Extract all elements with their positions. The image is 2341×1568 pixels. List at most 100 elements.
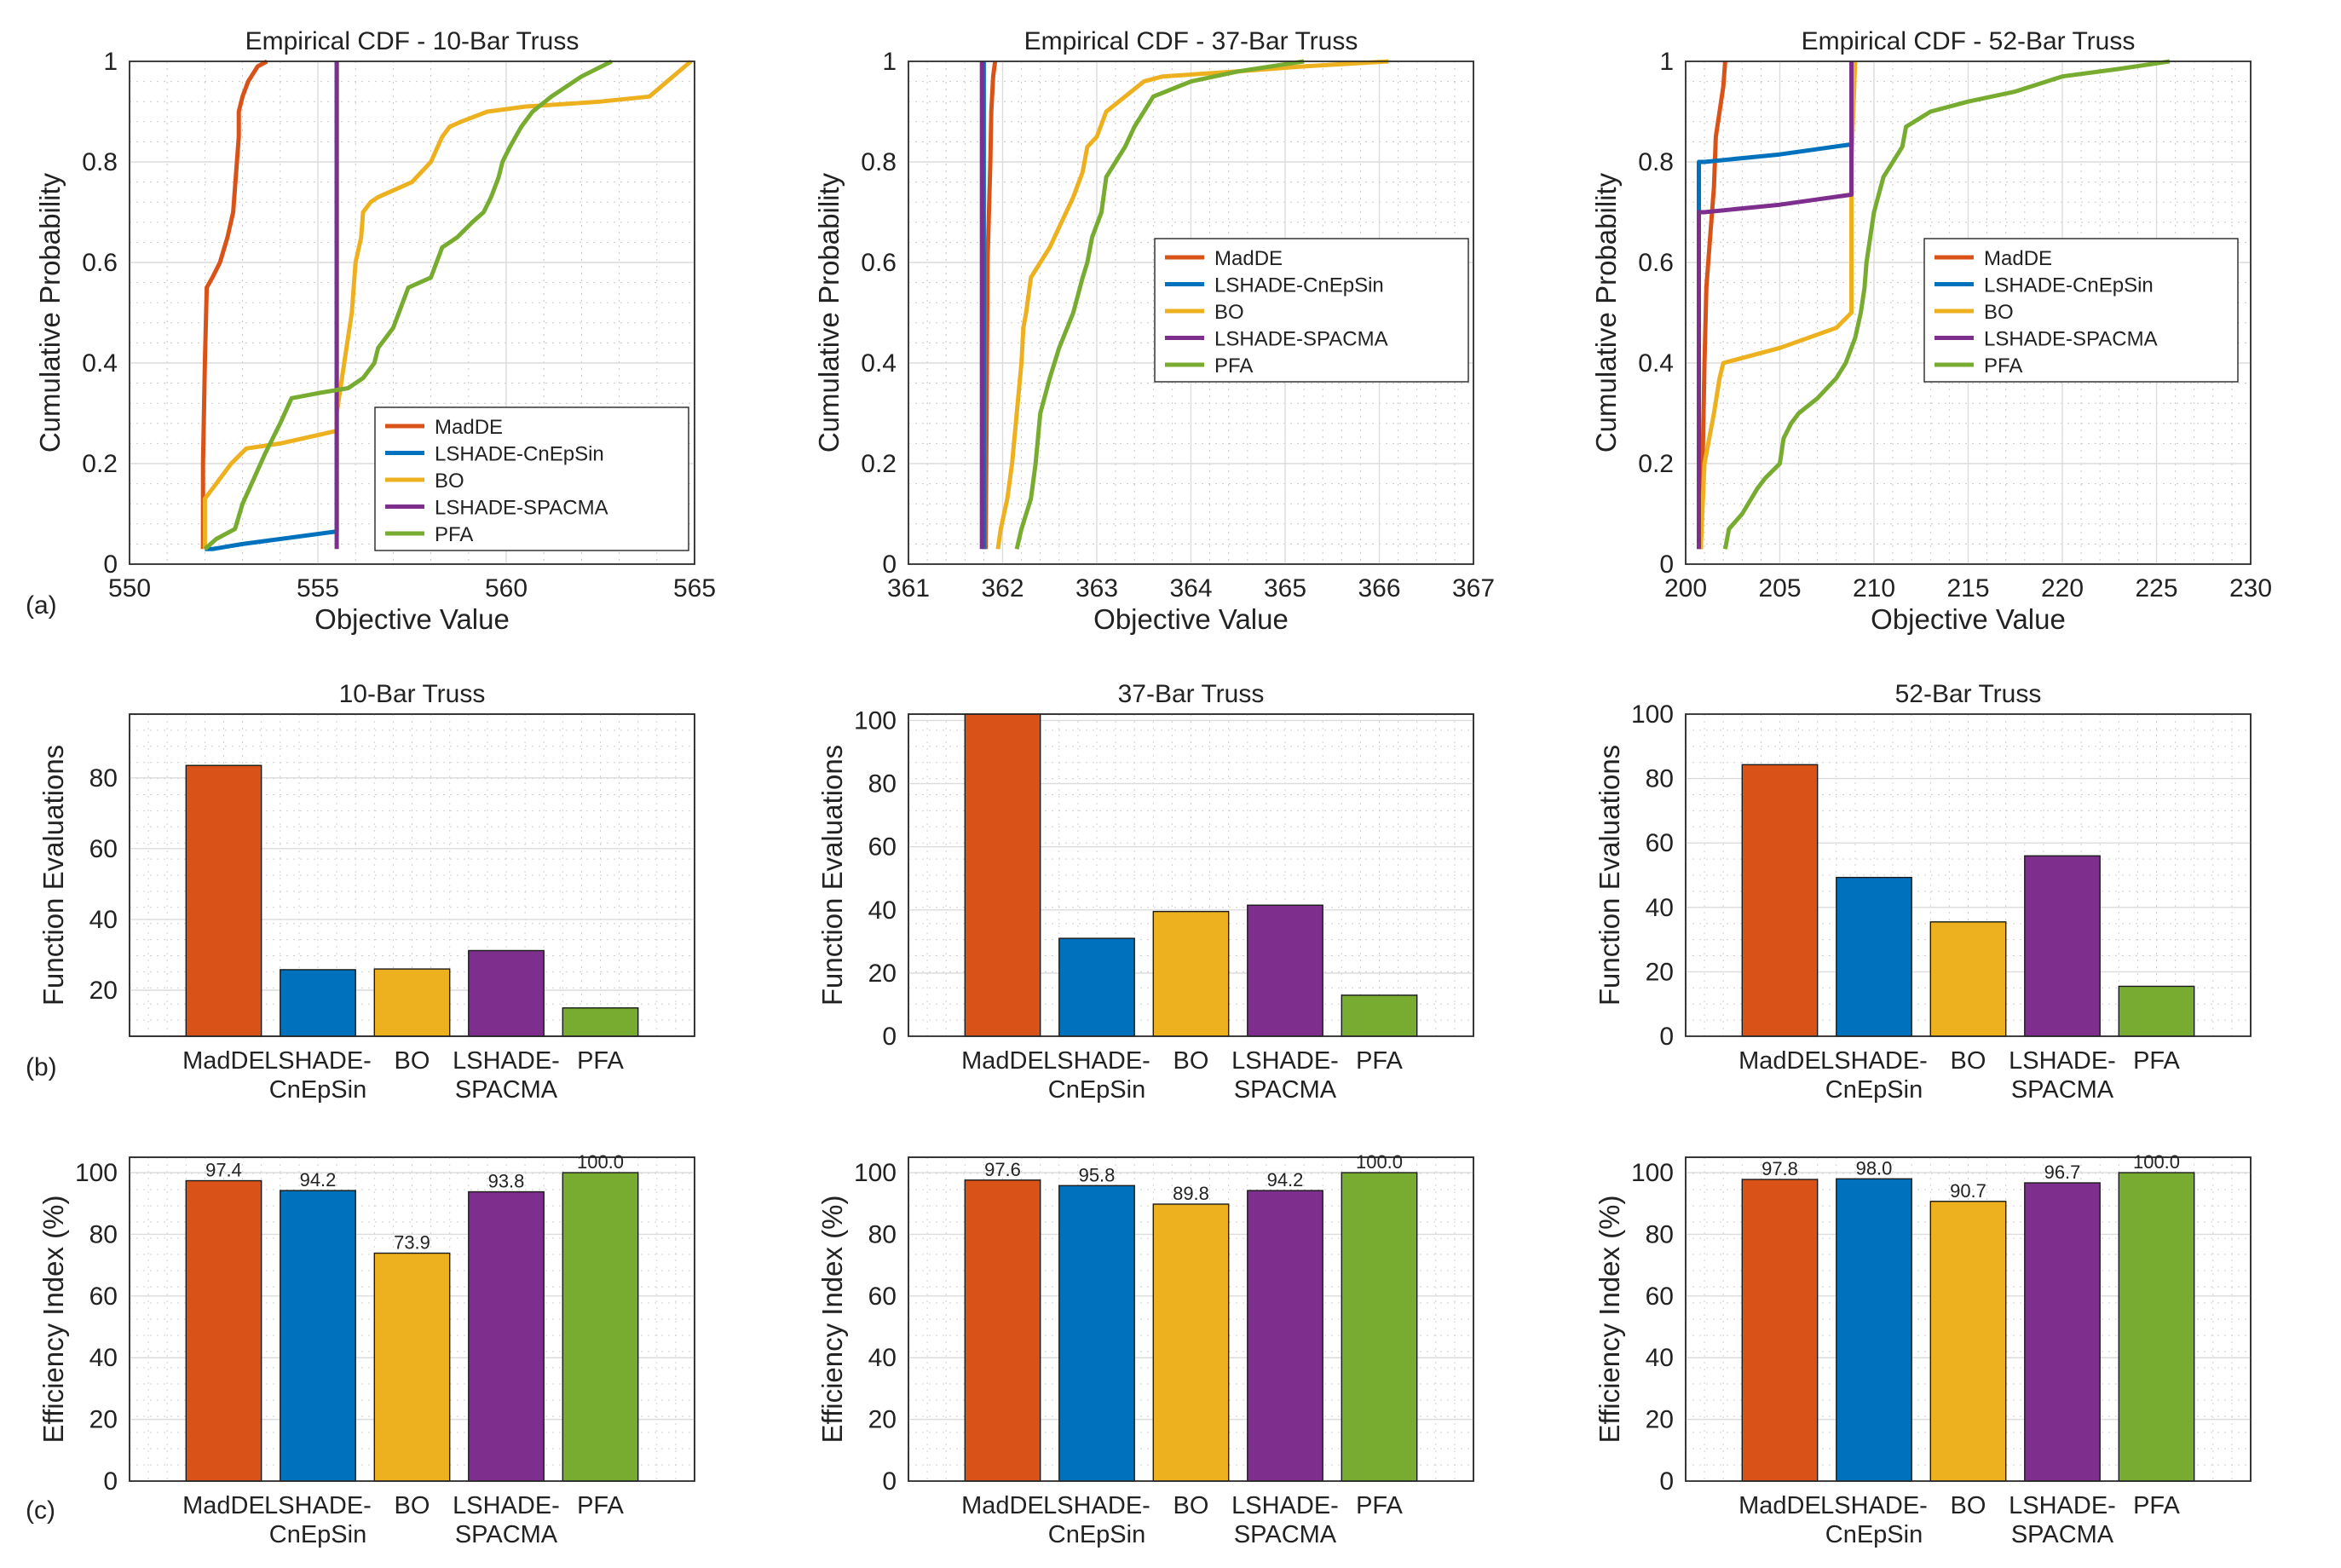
chart7-bar-madde — [964, 1179, 1041, 1482]
chart5-bar-bo — [1929, 921, 2007, 1037]
chart4-y-tick-label: 20 — [868, 960, 897, 988]
chart1-series-pfa — [1014, 59, 1305, 550]
chart6-y-axis-label: Efficiency Index (%) — [37, 1195, 69, 1443]
chart8-bar-pfa — [2118, 1172, 2195, 1482]
chart6-x-tick-label: BO — [395, 1492, 430, 1519]
chart1-legend-label-bo: BO — [1214, 301, 1244, 324]
chart0-series-bo — [202, 60, 693, 550]
chart5-x-tick-label: MadDE — [1738, 1047, 1821, 1075]
chart6-x-tick-label: MadDE — [182, 1492, 265, 1519]
chart8-x-tick-label: CnEpSin — [1825, 1521, 1923, 1548]
chart6-bar-bo — [373, 1252, 451, 1482]
chart3-bar-lshade-cnepsin — [280, 969, 356, 1037]
chart2-legend — [1923, 238, 2239, 383]
chart0-x-tick-label: 560 — [485, 574, 528, 602]
chart5-y-axis-label: Function Evaluations — [1594, 745, 1625, 1006]
chart1-y-axis-label: Cumulative Probability — [813, 172, 845, 453]
chart6-y-tick-label: 0 — [103, 1467, 118, 1496]
chart4-x-tick-label: LSHADE- — [1043, 1047, 1150, 1075]
chart1-x-tick-label: 362 — [981, 574, 1023, 602]
chart8-y-tick-label: 20 — [1646, 1406, 1674, 1434]
chart7-axes-box — [908, 1156, 1474, 1482]
chart0-series-madde — [200, 59, 268, 550]
chart6-y-tick-label: 40 — [89, 1344, 118, 1372]
chart7-x-tick-label: MadDE — [961, 1492, 1044, 1519]
chart2-series-madde — [1698, 61, 1727, 550]
chart7-data-label-lshade-spacma: 94.2 — [1267, 1169, 1304, 1190]
chart6-y-tick-label: 20 — [89, 1406, 118, 1434]
chart4-bar-lshade-cnepsin — [1058, 937, 1135, 1037]
chart1-title: Empirical CDF - 37-Bar Truss — [1024, 27, 1358, 55]
chart3-y-tick-label: 80 — [89, 764, 118, 793]
chart6-y-tick-label: 60 — [89, 1283, 118, 1311]
chart7-bar-lshade-cnepsin — [1058, 1185, 1135, 1482]
chart8-bar-madde — [1741, 1179, 1819, 1482]
chart8-data-label-bo: 90.7 — [1950, 1180, 1986, 1202]
chart3-axes-box — [129, 713, 695, 1037]
chart8-y-tick-label: 100 — [1631, 1159, 1674, 1187]
chart8-y-tick-label: 0 — [1659, 1467, 1674, 1496]
chart1-x-tick-label: 364 — [1169, 574, 1212, 602]
chart8-x-tick-label: LSHADE- — [1820, 1492, 1928, 1519]
chart1-x-tick-label: 363 — [1075, 574, 1118, 602]
chart1-x-tick-label: 361 — [887, 574, 930, 602]
chart1-legend-label-madde: MadDE — [1214, 247, 1283, 270]
chart7-bar-pfa — [1341, 1172, 1418, 1482]
chart7-bar-bo — [1152, 1203, 1230, 1482]
chart0-axes-box — [129, 61, 695, 565]
chart2-y-tick-label: 0 — [1659, 551, 1674, 579]
chart0-y-tick-label: 0 — [103, 551, 118, 579]
chart2-legend-label-madde: MadDE — [1984, 247, 2052, 270]
chart6-x-tick-label: LSHADE- — [453, 1492, 560, 1519]
panel-label-a: (a) — [26, 591, 57, 620]
chart8-x-tick-label: PFA — [2133, 1492, 2180, 1519]
chart5-axes-box — [1685, 713, 2252, 1037]
chart5-x-tick-label: BO — [1951, 1047, 1986, 1075]
chart7-data-label-bo: 89.8 — [1173, 1183, 1209, 1204]
chart5-bar-madde — [1741, 764, 1819, 1037]
chart8-axes-box — [1685, 1156, 2252, 1482]
chart1-x-axis-label: Objective Value — [1093, 603, 1289, 635]
chart7-data-label-madde: 97.6 — [984, 1159, 1021, 1180]
chart4-y-tick-label: 80 — [868, 770, 897, 798]
chart8-x-tick-label: BO — [1951, 1492, 1986, 1519]
chart1-y-tick-label: 0.8 — [861, 148, 897, 176]
chart0-legend-label-pfa: PFA — [435, 523, 473, 546]
chart7-data-label-lshade-cnepsin: 95.8 — [1079, 1164, 1116, 1185]
chart2-series-lshade-spacma — [1697, 61, 1854, 550]
chart8-y-tick-label: 60 — [1646, 1283, 1674, 1311]
chart5-y-tick-label: 40 — [1646, 894, 1674, 922]
chart6-bar-pfa — [562, 1172, 639, 1482]
chart5-title: 52-Bar Truss — [1895, 680, 2042, 708]
chart3-x-tick-label: LSHADE- — [453, 1047, 560, 1075]
chart5-x-tick-label: LSHADE- — [2009, 1047, 2116, 1075]
chart4-x-tick-label: CnEpSin — [1048, 1076, 1145, 1104]
chart0-legend-label-lshade-spacma: LSHADE-SPACMA — [435, 497, 608, 520]
chart4-x-tick-label: PFA — [1356, 1047, 1403, 1075]
chart3-y-tick-label: 20 — [89, 977, 118, 1005]
chart1-axes-box — [908, 61, 1474, 565]
chart7-x-tick-label: LSHADE- — [1231, 1492, 1339, 1519]
chart2-y-tick-label: 0.4 — [1638, 349, 1674, 378]
chart0-x-tick-label: 550 — [108, 574, 151, 602]
chart4-bar-pfa — [1341, 994, 1418, 1037]
chart1-x-tick-label: 366 — [1358, 574, 1400, 602]
chart4-y-tick-label: 100 — [854, 706, 897, 735]
chart0-y-tick-label: 0.2 — [82, 450, 118, 478]
chart7-data-label-pfa: 100.0 — [1356, 1151, 1403, 1173]
chart7-y-tick-label: 80 — [868, 1220, 897, 1248]
panel-label-c: (c) — [26, 1496, 55, 1525]
chart2-x-tick-label: 200 — [1664, 574, 1707, 602]
chart2-x-tick-label: 220 — [2041, 574, 2084, 602]
chart7-y-tick-label: 100 — [854, 1159, 897, 1187]
chart3-title: 10-Bar Truss — [339, 680, 486, 708]
chart1-x-tick-label: 367 — [1452, 574, 1495, 602]
chart0-y-tick-label: 0.8 — [82, 148, 118, 176]
chart1-series-madde — [983, 61, 998, 550]
chart2-series-pfa — [1722, 59, 2171, 550]
chart2-x-tick-label: 210 — [1853, 574, 1895, 602]
chart0-series-pfa — [203, 59, 613, 551]
chart0-x-axis-label: Objective Value — [314, 603, 510, 635]
chart8-bar-bo — [1929, 1201, 2007, 1482]
